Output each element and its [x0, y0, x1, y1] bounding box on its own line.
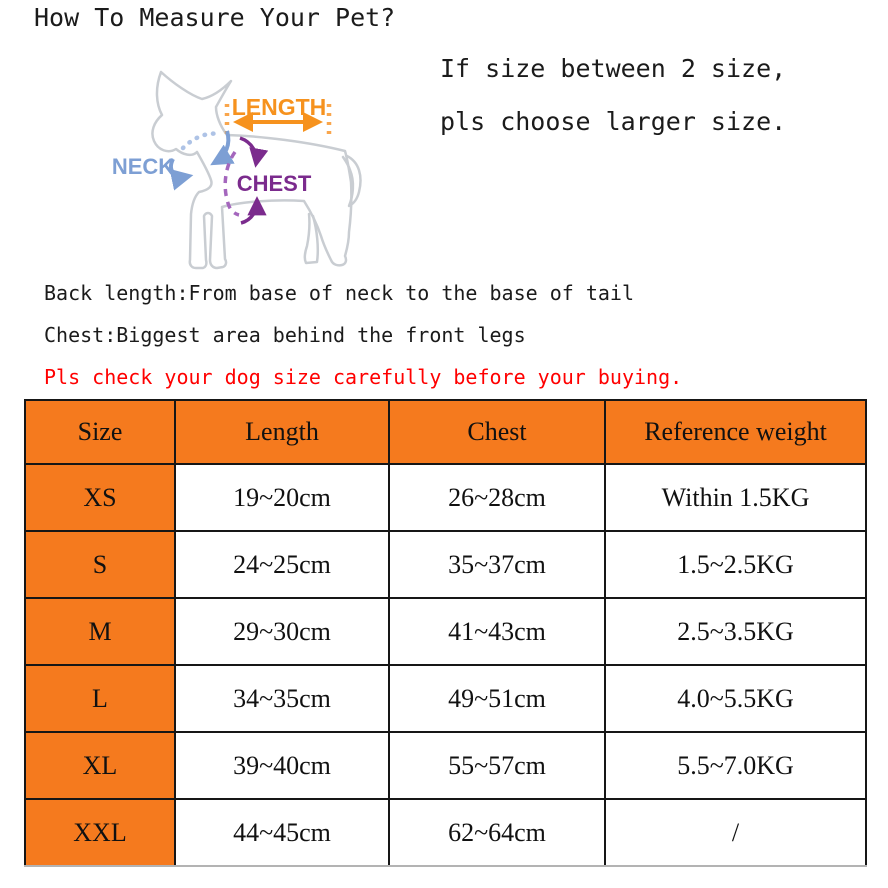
length-label: LENGTH [231, 94, 326, 120]
cell-length: 34~35cm [174, 664, 390, 733]
column-header-length: Length [174, 399, 390, 465]
cell-length: 44~45cm [174, 798, 390, 867]
cell-length: 29~30cm [174, 597, 390, 666]
dog-outline [150, 70, 362, 270]
cell-weight: 5.5~7.0KG [604, 731, 867, 800]
cell-chest: 35~37cm [388, 530, 606, 599]
cell-chest: 41~43cm [388, 597, 606, 666]
table-row-s: S 24~25cm 35~37cm 1.5~2.5KG [24, 530, 867, 599]
cell-chest: 26~28cm [388, 463, 606, 532]
cell-weight: Within 1.5KG [604, 463, 867, 532]
size-chart-table: Size Length Chest Reference weight XS 19… [24, 399, 867, 867]
page-title: How To Measure Your Pet? [34, 3, 396, 32]
chest-arrow-bottom [239, 196, 267, 225]
cell-chest: 62~64cm [388, 798, 606, 867]
table-row-m: M 29~30cm 41~43cm 2.5~3.5KG [24, 597, 867, 666]
cell-size: L [24, 664, 176, 733]
size-note-line-1: If size between 2 size, [440, 54, 787, 83]
cell-size: XS [24, 463, 176, 532]
cell-weight: / [604, 798, 867, 867]
size-note-line-2: pls choose larger size. [440, 107, 787, 136]
table-row-xs: XS 19~20cm 26~28cm Within 1.5KG [24, 463, 867, 532]
cell-weight: 1.5~2.5KG [604, 530, 867, 599]
table-row-xxl: XXL 44~45cm 62~64cm / [24, 798, 867, 867]
neck-dotted-line [180, 131, 221, 151]
dog-far-hind-leg [303, 212, 319, 265]
cell-length: 39~40cm [174, 731, 390, 800]
table-row-xl: XL 39~40cm 55~57cm 5.5~7.0KG [24, 731, 867, 800]
table-header-row: Size Length Chest Reference weight [24, 399, 867, 465]
table-row-l: L 34~35cm 49~51cm 4.0~5.5KG [24, 664, 867, 733]
cell-size: XXL [24, 798, 176, 867]
cell-size: S [24, 530, 176, 599]
chest-dashed-line [222, 150, 240, 217]
back-length-description: Back length:From base of neck to the bas… [44, 281, 635, 305]
cell-chest: 55~57cm [388, 731, 606, 800]
column-header-weight: Reference weight [604, 399, 867, 465]
cell-size: M [24, 597, 176, 666]
chest-description: Chest:Biggest area behind the front legs [44, 323, 526, 347]
chest-label: CHEST [236, 171, 311, 196]
dog-measure-diagram: LENGTH NECK CHEST [60, 45, 440, 290]
neck-label: NECK [111, 154, 173, 179]
neck-arrow-small [168, 158, 193, 191]
cell-length: 19~20cm [174, 463, 390, 532]
cell-chest: 49~51cm [388, 664, 606, 733]
dog-illustration: LENGTH NECK CHEST [111, 70, 362, 270]
cell-weight: 2.5~3.5KG [604, 597, 867, 666]
chest-arrow-top [238, 136, 268, 168]
column-header-size: Size [24, 399, 176, 465]
warning-text: Pls check your dog size carefully before… [44, 365, 683, 389]
cell-length: 24~25cm [174, 530, 390, 599]
column-header-chest: Chest [388, 399, 606, 465]
neck-arrow-large [209, 130, 235, 166]
dog-tail [341, 154, 362, 208]
cell-size: XL [24, 731, 176, 800]
cell-weight: 4.0~5.5KG [604, 664, 867, 733]
